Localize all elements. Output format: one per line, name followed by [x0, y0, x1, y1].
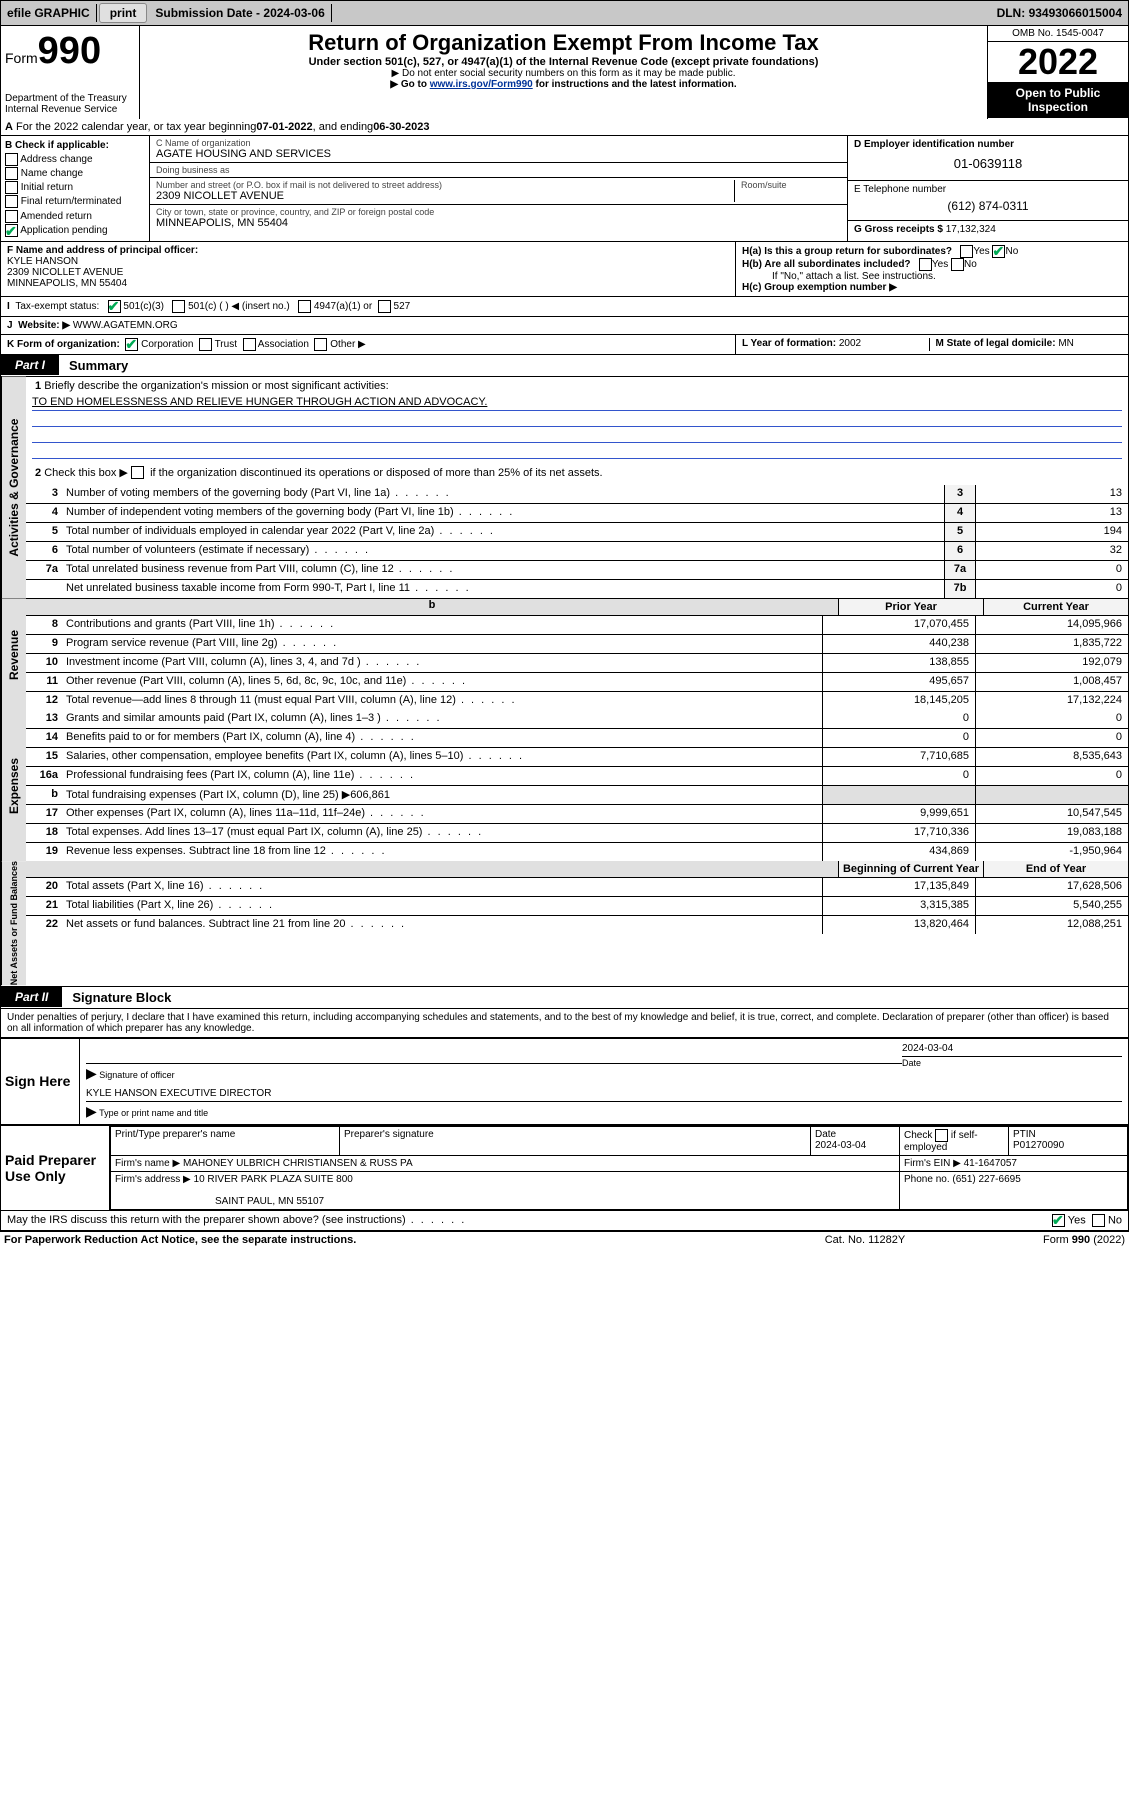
mission-text: TO END HOMELESSNESS AND RELIEVE HUNGER T… [32, 396, 1122, 411]
irs-link[interactable]: www.irs.gov/Form990 [430, 79, 533, 90]
department: Department of the Treasury Internal Reve… [5, 93, 135, 115]
top-bar: efile GRAPHIC print Submission Date - 20… [0, 0, 1129, 26]
chk-initial: Initial return [5, 181, 145, 195]
table-row: 21Total liabilities (Part X, line 26)3,3… [26, 897, 1128, 916]
submission-date: Submission Date - 2024-03-06 [149, 4, 331, 22]
form-note-2: ▶ Go to www.irs.gov/Form990 for instruct… [148, 79, 979, 90]
table-row: 3Number of voting members of the governi… [26, 485, 1128, 504]
section-b: B Check if applicable: Address change Na… [1, 136, 150, 241]
header-right: OMB No. 1545-0047 2022 Open to Public In… [987, 26, 1128, 119]
table-row: 9Program service revenue (Part VIII, lin… [26, 635, 1128, 654]
street: 2309 NICOLLET AVENUE [156, 190, 734, 202]
ptin: P01270090 [1013, 1140, 1064, 1151]
col-current: Current Year [984, 599, 1128, 615]
table-row: 22Net assets or fund balances. Subtract … [26, 916, 1128, 934]
section-f: F Name and address of principal officer:… [1, 242, 735, 296]
chk-name: Name change [5, 167, 145, 181]
table-row: 7aTotal unrelated business revenue from … [26, 561, 1128, 580]
table-row: 12Total revenue—add lines 8 through 11 (… [26, 692, 1128, 710]
omb-number: OMB No. 1545-0047 [988, 26, 1128, 42]
penalties-text: Under penalties of perjury, I declare th… [0, 1009, 1129, 1037]
form-header: Form990 Department of the Treasury Inter… [0, 26, 1129, 119]
header-mid: Return of Organization Exempt From Incom… [140, 26, 987, 119]
firm-name: MAHONEY ULBRICH CHRISTIANSEN & RUSS PA [183, 1158, 413, 1169]
b-heading: B Check if applicable: [5, 139, 145, 153]
chk-app-pending: Application pending [5, 224, 145, 238]
part1-header: Part I Summary [0, 355, 1129, 377]
fh-row: F Name and address of principal officer:… [0, 242, 1129, 297]
line-i: I Tax-exempt status: 501(c)(3) 501(c) ( … [0, 297, 1129, 317]
ein: 01-0639118 [854, 150, 1122, 177]
preparer-phone: (651) 227-6695 [952, 1174, 1020, 1185]
city: MINNEAPOLIS, MN 55404 [156, 217, 841, 229]
section-h: H(a) Is this a group return for subordin… [735, 242, 1128, 296]
table-row: 6Total number of volunteers (estimate if… [26, 542, 1128, 561]
table-row: 8Contributions and grants (Part VIII, li… [26, 616, 1128, 635]
section-deg: D Employer identification number 01-0639… [847, 136, 1128, 241]
exp-block: Expenses 13Grants and similar amounts pa… [0, 710, 1129, 861]
table-row: 10Investment income (Part VIII, column (… [26, 654, 1128, 673]
form-title: Return of Organization Exempt From Incom… [148, 30, 979, 56]
chk-final: Final return/terminated [5, 195, 145, 209]
officer-name-title: KYLE HANSON EXECUTIVE DIRECTOR [86, 1088, 1122, 1099]
header-left: Form990 Department of the Treasury Inter… [1, 26, 140, 119]
officer-name: KYLE HANSON [7, 256, 729, 267]
table-row: 13Grants and similar amounts paid (Part … [26, 710, 1128, 729]
footer: For Paperwork Reduction Act Notice, see … [0, 1231, 1129, 1248]
table-row: 14Benefits paid to or for members (Part … [26, 729, 1128, 748]
tax-year: 2022 [988, 42, 1128, 82]
table-row: Net unrelated business taxable income fr… [26, 580, 1128, 598]
dln: DLN: 93493066015004 [991, 4, 1128, 22]
form-subtitle: Under section 501(c), 527, or 4947(a)(1)… [148, 56, 979, 68]
sign-block: Sign Here ▶ Signature of officer 2024-03… [0, 1037, 1129, 1125]
print-button[interactable]: print [99, 3, 148, 23]
discuss-row: May the IRS discuss this return with the… [0, 1211, 1129, 1231]
gross-receipts: 17,132,324 [946, 224, 996, 235]
part2-header: Part II Signature Block [0, 987, 1129, 1009]
efile-label: efile GRAPHIC [1, 4, 97, 22]
table-row: 18Total expenses. Add lines 13–17 (must … [26, 824, 1128, 843]
line-a: A For the 2022 calendar year, or tax yea… [0, 119, 1129, 136]
firm-ein: 41-1647057 [964, 1158, 1017, 1169]
fundraising-exp: 606,861 [350, 789, 390, 801]
line-j: J Website: ▶ WWW.AGATEMN.ORG [0, 317, 1129, 335]
spacer: b [26, 599, 839, 615]
table-row: 15Salaries, other compensation, employee… [26, 748, 1128, 767]
table-row: 5Total number of individuals employed in… [26, 523, 1128, 542]
chk-address: Address change [5, 153, 145, 167]
rev-headers: Revenue b Prior Year Current Year 8Contr… [0, 598, 1129, 710]
open-to-public: Open to Public Inspection [988, 82, 1128, 118]
section-c: C Name of organization AGATE HOUSING AND… [150, 136, 847, 241]
website: WWW.AGATEMN.ORG [73, 320, 178, 331]
side-gov: Activities & Governance [1, 377, 26, 599]
net-block: Net Assets or Fund Balances Beginning of… [0, 861, 1129, 986]
col-prior: Prior Year [839, 599, 984, 615]
line-klm: K Form of organization: Corporation Trus… [0, 335, 1129, 355]
checkbox-icon[interactable] [5, 153, 18, 166]
org-name: AGATE HOUSING AND SERVICES [156, 148, 841, 160]
table-row: 11Other revenue (Part VIII, column (A), … [26, 673, 1128, 692]
chk-amended: Amended return [5, 210, 145, 224]
table-row: 20Total assets (Part X, line 16)17,135,8… [26, 878, 1128, 897]
sign-date: 2024-03-04 [902, 1043, 1122, 1054]
preparer-table: Print/Type preparer's name Preparer's si… [110, 1126, 1128, 1210]
preparer-label: Paid Preparer Use Only [1, 1126, 110, 1210]
table-row: 17Other expenses (Part IX, column (A), l… [26, 805, 1128, 824]
form-note-1: ▶ Do not enter social security numbers o… [148, 68, 979, 79]
phone: (612) 874-0311 [854, 195, 1122, 217]
preparer-block: Paid Preparer Use Only Print/Type prepar… [0, 1125, 1129, 1211]
form-number: Form990 [5, 30, 135, 73]
gov-block: Activities & Governance 1 Briefly descri… [0, 377, 1129, 599]
header-block: B Check if applicable: Address change Na… [0, 136, 1129, 242]
sign-here-label: Sign Here [1, 1039, 80, 1124]
table-row: 4Number of independent voting members of… [26, 504, 1128, 523]
table-row: 16aProfessional fundraising fees (Part I… [26, 767, 1128, 786]
table-row: 19Revenue less expenses. Subtract line 1… [26, 843, 1128, 861]
